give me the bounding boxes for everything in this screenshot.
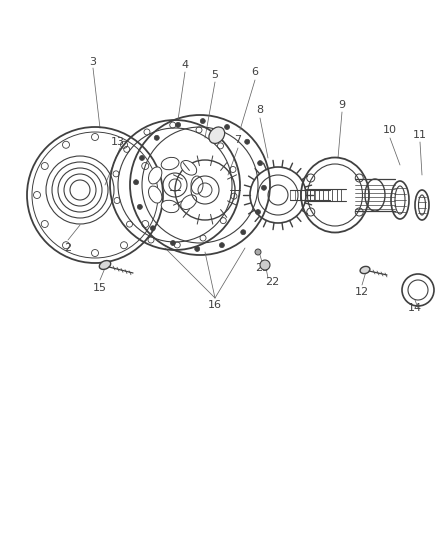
Ellipse shape [208,127,224,143]
Circle shape [175,123,180,127]
Circle shape [254,249,261,255]
Ellipse shape [148,186,162,203]
Text: 7: 7 [234,135,241,145]
Text: 8: 8 [256,105,263,115]
Circle shape [257,160,262,166]
Circle shape [137,204,142,209]
Circle shape [261,185,266,190]
Text: 10: 10 [382,125,396,135]
Text: 12: 12 [354,287,368,297]
Circle shape [133,180,138,185]
Circle shape [139,156,144,160]
Text: 13: 13 [111,137,125,147]
Ellipse shape [161,157,179,169]
Ellipse shape [148,167,162,184]
Text: 2: 2 [64,243,71,253]
Circle shape [200,118,205,124]
Circle shape [219,243,224,248]
Circle shape [259,260,269,270]
Text: 16: 16 [208,300,222,310]
Circle shape [240,230,245,235]
Circle shape [255,209,260,215]
Text: 23: 23 [254,263,268,273]
Circle shape [154,135,159,140]
Circle shape [150,226,155,231]
Circle shape [224,125,229,130]
Ellipse shape [180,195,196,209]
Ellipse shape [161,200,179,213]
Ellipse shape [359,266,369,273]
Text: 22: 22 [264,277,279,287]
Text: 9: 9 [338,100,345,110]
Circle shape [244,139,249,144]
Ellipse shape [99,261,110,269]
Text: 15: 15 [93,283,107,293]
Text: 14: 14 [407,303,421,313]
Circle shape [170,240,175,246]
Ellipse shape [191,176,202,194]
Text: 5: 5 [211,70,218,80]
Text: 3: 3 [89,57,96,67]
Circle shape [194,246,199,252]
Text: 11: 11 [412,130,426,140]
Text: 4: 4 [181,60,188,70]
Text: 6: 6 [251,67,258,77]
Ellipse shape [180,160,196,175]
